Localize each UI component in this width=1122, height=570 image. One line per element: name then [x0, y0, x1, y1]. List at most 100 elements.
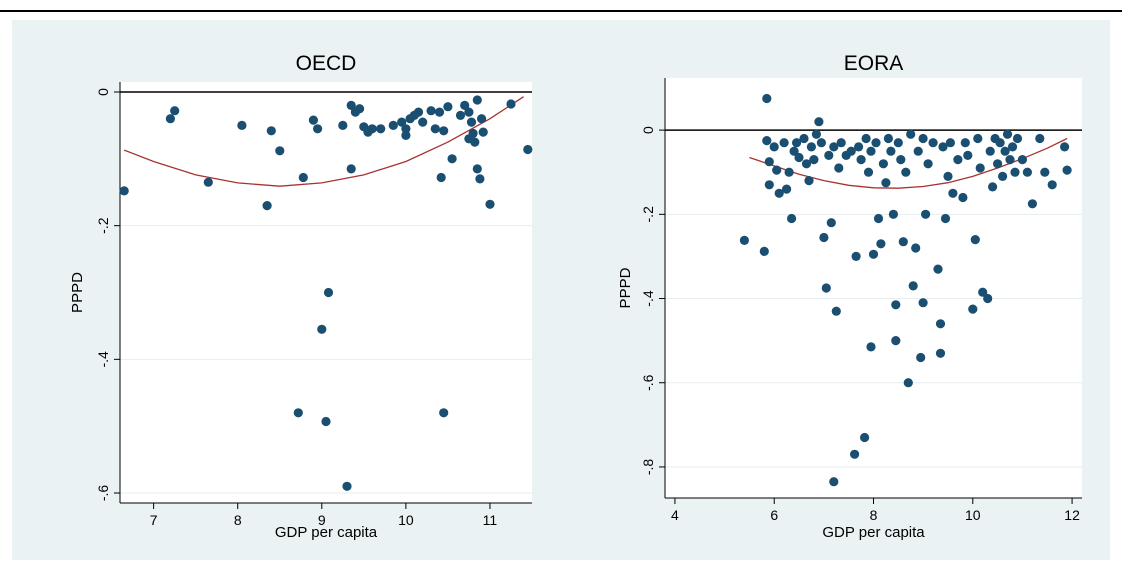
- data-point: [896, 155, 906, 165]
- data-point: [968, 304, 978, 314]
- x-tick-label: 10: [398, 512, 414, 528]
- data-point: [477, 114, 487, 124]
- data-point: [772, 165, 782, 175]
- data-point: [960, 138, 970, 148]
- data-point: [945, 138, 956, 148]
- data-point: [165, 114, 175, 124]
- data-point: [794, 152, 804, 163]
- data-point: [308, 115, 318, 125]
- y-tick-label: -.4: [95, 351, 111, 368]
- y-tick-label: -.6: [640, 374, 656, 391]
- x-tick-label: 8: [234, 512, 242, 528]
- data-point: [170, 106, 180, 116]
- top-rule: [0, 10, 1122, 12]
- data-point: [397, 117, 407, 127]
- data-point: [1007, 142, 1018, 152]
- data-point: [935, 348, 946, 358]
- y-axis-title: PPPD: [69, 272, 86, 313]
- chart-title: EORA: [844, 52, 904, 75]
- data-point: [970, 235, 980, 245]
- data-point: [933, 264, 943, 274]
- data-point: [918, 133, 928, 144]
- data-point: [846, 146, 856, 156]
- data-point: [1060, 142, 1070, 152]
- data-point: [346, 164, 356, 174]
- data-point: [119, 186, 129, 196]
- data-point: [935, 319, 946, 329]
- data-point: [443, 102, 453, 112]
- data-point: [834, 163, 844, 173]
- data-point: [938, 142, 948, 152]
- data-point: [829, 142, 839, 152]
- data-point: [418, 117, 428, 127]
- data-point: [470, 137, 480, 147]
- data-point: [881, 178, 891, 188]
- data-point: [464, 107, 474, 117]
- data-point: [779, 138, 789, 148]
- data-point: [998, 171, 1008, 181]
- data-point: [784, 167, 794, 177]
- data-point: [782, 184, 792, 194]
- data-point: [851, 251, 861, 261]
- data-point: [789, 146, 799, 156]
- data-point: [1005, 155, 1015, 165]
- data-point: [806, 142, 817, 152]
- data-point: [918, 298, 928, 308]
- data-point: [266, 126, 276, 136]
- data-point: [506, 99, 516, 109]
- y-tick-label: -.8: [640, 459, 656, 476]
- data-point: [883, 133, 894, 144]
- data-point: [485, 199, 495, 209]
- data-point: [831, 306, 841, 316]
- x-tick-label: 8: [870, 507, 878, 523]
- data-point: [888, 209, 899, 219]
- data-point: [816, 138, 827, 148]
- data-point: [346, 100, 356, 110]
- data-point: [739, 235, 750, 245]
- data-point: [975, 163, 985, 173]
- data-point: [439, 126, 449, 136]
- data-point: [1012, 133, 1023, 144]
- data-point: [764, 180, 774, 190]
- chart-eora: 0 -.2 -.4 -.6 -.8 4 6 8 10 12 EORA GDP per capita PP…: [617, 52, 1082, 541]
- data-point: [1022, 167, 1032, 177]
- data-point: [355, 104, 365, 114]
- y-tick-label: 0: [95, 88, 111, 96]
- data-point: [943, 171, 953, 181]
- data-point: [439, 408, 449, 418]
- data-point: [1000, 146, 1010, 156]
- x-tick-label: 4: [671, 507, 679, 523]
- data-point: [762, 136, 772, 146]
- data-point: [401, 130, 411, 140]
- data-point: [759, 246, 769, 256]
- data-point: [901, 167, 911, 177]
- data-point: [860, 432, 870, 443]
- data-point: [769, 142, 779, 152]
- data-point: [856, 155, 866, 165]
- data-point: [861, 133, 871, 144]
- data-point: [911, 243, 921, 253]
- data-point: [916, 352, 926, 363]
- data-point: [993, 159, 1003, 169]
- data-point: [367, 124, 377, 134]
- data-point: [298, 172, 308, 183]
- data-point: [863, 167, 874, 177]
- x-tick-label: 6: [770, 507, 778, 523]
- x-tick-label: 11: [483, 512, 498, 528]
- data-point: [809, 155, 819, 165]
- data-point: [313, 124, 323, 134]
- data-point: [995, 138, 1005, 148]
- y-tick-label: -.2: [95, 217, 111, 234]
- fitted-curve: [123, 96, 524, 187]
- data-point: [1040, 167, 1050, 177]
- x-tick-label: 10: [965, 507, 981, 523]
- data-point: [850, 449, 860, 459]
- data-point: [323, 287, 334, 298]
- data-point: [908, 281, 918, 291]
- data-point: [821, 283, 831, 293]
- data-point: [923, 159, 933, 169]
- data-point: [814, 117, 824, 127]
- data-point: [317, 324, 327, 334]
- data-point: [472, 164, 482, 174]
